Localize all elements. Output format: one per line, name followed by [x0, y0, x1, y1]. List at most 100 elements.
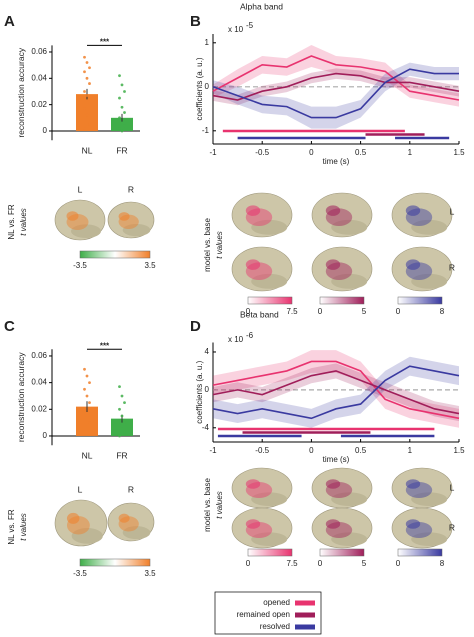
- activation: [66, 211, 79, 221]
- y-axis-label: reconstruction accuracy: [16, 47, 26, 138]
- brain-lobe: [411, 219, 448, 235]
- x-tick-label: -1: [209, 446, 217, 455]
- data-point: [85, 414, 89, 418]
- error-band: [213, 45, 459, 107]
- y-tick-label: 0.04: [31, 378, 47, 387]
- hemisphere-label: L: [78, 484, 83, 494]
- activation: [118, 212, 130, 221]
- data-point: [83, 387, 86, 391]
- y-tick-label: 0: [43, 431, 48, 440]
- activation: [325, 205, 341, 216]
- brain-lobe: [331, 219, 368, 235]
- data-point: [123, 124, 126, 128]
- hemisphere-label: L: [450, 482, 455, 492]
- colorbar-tick-label: -3.5: [73, 569, 87, 578]
- legend-label: opened: [263, 598, 290, 607]
- data-point: [123, 401, 126, 405]
- bar: [76, 406, 98, 436]
- data-point: [120, 427, 124, 431]
- brain: [311, 192, 373, 238]
- colorbar-tick-label: 0: [396, 559, 401, 568]
- data-point: [88, 100, 91, 104]
- data-point: [120, 394, 124, 398]
- legend-label: remained open: [237, 610, 290, 619]
- data-point: [83, 55, 86, 59]
- activation: [325, 259, 341, 270]
- data-point: [88, 381, 91, 385]
- brain: [391, 467, 453, 509]
- y-exponent: -5: [246, 21, 254, 30]
- error-band: [213, 350, 459, 428]
- hemisphere-label: R: [449, 262, 455, 272]
- legend-swatch: [295, 624, 315, 630]
- x-tick-label: 1.5: [453, 446, 465, 455]
- colorbar: [397, 296, 443, 305]
- colorbar: [397, 548, 443, 557]
- series-line: [212, 370, 460, 415]
- x-tick-label: 0.5: [355, 148, 367, 157]
- data-point: [118, 385, 121, 389]
- colorbar: [79, 558, 151, 567]
- panel-letter: B: [190, 13, 201, 30]
- y-tick-label: -4: [202, 423, 210, 432]
- data-point: [85, 76, 89, 80]
- activation: [325, 479, 341, 489]
- y-tick-label: 0.06: [31, 351, 47, 360]
- series-line: [212, 55, 460, 101]
- x-tick-label: NL: [82, 451, 93, 461]
- x-tick-label: 1: [408, 446, 413, 455]
- brain: [391, 192, 453, 238]
- colorbar-tick-label: 0: [246, 307, 251, 316]
- colorbar-tick-label: 8: [440, 307, 445, 316]
- data-point: [83, 407, 86, 411]
- data-point: [83, 367, 86, 371]
- colorbar-tick-label: 0: [318, 307, 323, 316]
- colorbar: [247, 548, 293, 557]
- error-band: [213, 62, 459, 129]
- x-tick-label: -0.5: [255, 446, 269, 455]
- y-multiplier: x 10: [228, 25, 244, 34]
- data-point: [88, 401, 91, 405]
- data-point: [85, 94, 89, 97]
- map-label: model vs. base: [203, 218, 212, 272]
- x-tick-label: 1.5: [453, 148, 465, 157]
- data-point: [118, 96, 121, 100]
- brain-lobe: [251, 492, 288, 507]
- y-tick-label: 0: [43, 126, 48, 135]
- hemisphere-label: R: [128, 184, 134, 194]
- colorbar: [247, 296, 293, 305]
- activation: [405, 479, 421, 489]
- error-band: [213, 356, 459, 428]
- map-label: model vs. base: [203, 478, 212, 532]
- brain-lobe: [411, 492, 448, 507]
- activation: [245, 479, 261, 489]
- activation: [325, 519, 341, 529]
- brain-lobe: [331, 492, 368, 507]
- map-label: t values: [215, 491, 224, 519]
- bar: [76, 94, 98, 131]
- data-point: [83, 107, 86, 110]
- brain-lobe: [122, 223, 151, 237]
- colorbar: [319, 296, 365, 305]
- brain-lobe: [251, 219, 288, 235]
- x-tick-label: 0: [309, 446, 314, 455]
- x-axis-label: time (s): [323, 157, 350, 166]
- data-point: [123, 421, 126, 425]
- series-line: [212, 72, 460, 101]
- colorbar-tick-label: 0: [246, 559, 251, 568]
- brain-lobe: [411, 532, 448, 546]
- data-point: [88, 66, 91, 70]
- brain: [231, 192, 293, 238]
- brain: [311, 507, 373, 549]
- data-point: [83, 427, 86, 431]
- hemisphere-label: L: [78, 184, 83, 194]
- panel-title: Alpha band: [240, 1, 283, 11]
- error-band: [213, 363, 459, 422]
- brain: [231, 467, 293, 509]
- brain-lobe: [331, 532, 368, 546]
- brain: [231, 507, 293, 549]
- brain-lobe: [71, 528, 103, 544]
- legend-label: resolved: [260, 622, 290, 631]
